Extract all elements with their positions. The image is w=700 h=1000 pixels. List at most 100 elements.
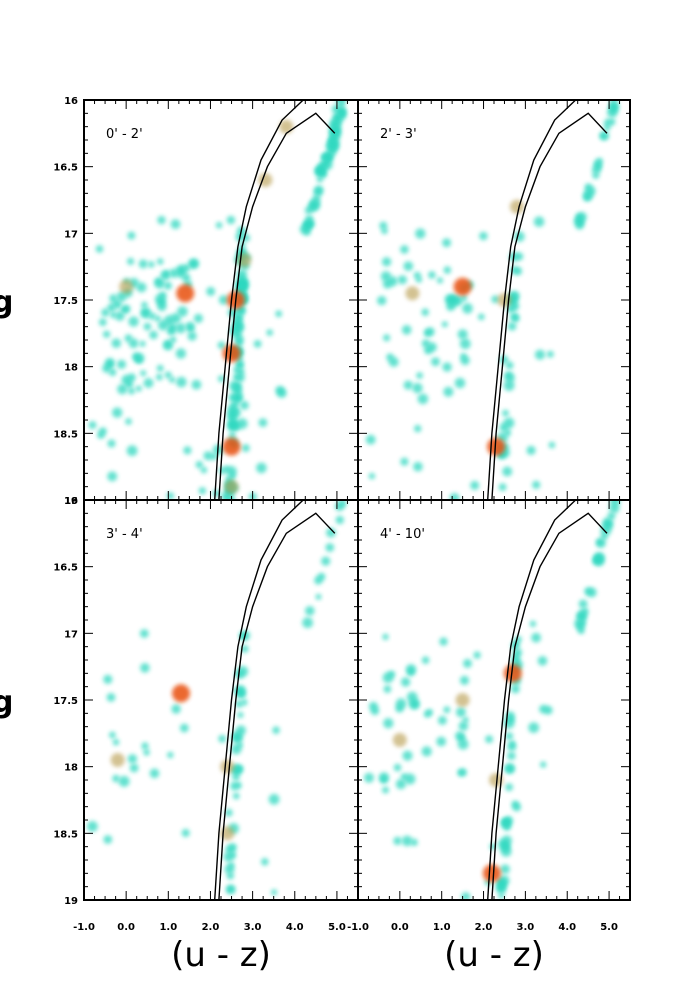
star-point	[415, 228, 426, 239]
star-point	[109, 731, 116, 739]
star-point	[127, 754, 138, 764]
star-point	[154, 278, 165, 289]
star-point	[233, 330, 242, 339]
star-point	[510, 312, 519, 321]
star-point	[378, 772, 390, 783]
star-point	[117, 384, 128, 395]
star-point	[149, 768, 160, 779]
star-point	[498, 892, 505, 899]
star-point	[509, 740, 516, 747]
x-tick-label: 3.0	[517, 922, 535, 933]
star-point	[136, 282, 147, 293]
star-point	[125, 380, 134, 389]
isochrone-line	[491, 112, 608, 500]
star-point	[112, 774, 120, 783]
star-point	[232, 773, 240, 781]
star-point	[176, 376, 187, 388]
star-point	[400, 457, 409, 466]
star-point	[400, 773, 408, 781]
star-point	[215, 221, 223, 229]
star-point	[169, 268, 179, 278]
star-point	[233, 373, 240, 381]
cmd-panel: 3' - 4' 16 16.5 17 17.5 18 18.5 19 -1.0 0.0 1.0 2.0…	[53, 496, 359, 933]
x-tick-label: 5.0	[600, 922, 618, 933]
star-point	[236, 360, 245, 369]
star-point	[505, 361, 514, 370]
star-point	[412, 382, 423, 394]
star-point	[515, 252, 524, 261]
star-point	[203, 451, 213, 461]
star-point	[582, 190, 594, 201]
star-point	[428, 271, 436, 279]
x-tick-label: 3.0	[244, 922, 262, 933]
star-point	[107, 303, 116, 312]
star-point	[507, 751, 516, 761]
x-axis-title-right: (u - z)	[444, 935, 544, 975]
x-tick-label: 4.0	[286, 922, 304, 933]
star-point	[177, 306, 188, 317]
star-point	[143, 749, 150, 756]
star-point	[128, 316, 139, 327]
x-tick-label: 0.0	[117, 922, 135, 933]
star-point	[159, 291, 167, 299]
star-point	[234, 312, 243, 321]
star-point	[179, 723, 189, 733]
density-peak	[172, 684, 190, 703]
star-point	[108, 368, 117, 377]
cmd-panel: 4' - 10' -1.0 0.0 1.0 2.0 3.0 4.0 5.0	[347, 499, 631, 933]
star-point	[415, 276, 423, 283]
star-point	[470, 480, 480, 490]
star-point	[175, 267, 187, 278]
star-point	[103, 674, 113, 685]
star-point	[226, 872, 234, 880]
density-peak	[119, 279, 134, 294]
star-point	[318, 165, 327, 174]
star-point	[477, 313, 485, 321]
star-point	[442, 238, 452, 248]
star-point	[162, 340, 174, 351]
star-point	[431, 357, 440, 367]
star-point	[241, 444, 250, 453]
star-point	[320, 153, 328, 161]
star-point	[383, 685, 392, 693]
star-point	[187, 331, 197, 341]
star-point	[128, 387, 135, 395]
star-point	[442, 362, 452, 372]
star-point	[460, 294, 468, 302]
star-point	[393, 836, 402, 846]
star-point	[457, 738, 469, 750]
star-point	[368, 472, 376, 480]
x-tick-label: 1.0	[159, 922, 177, 933]
star-point	[122, 304, 131, 314]
star-point	[602, 517, 613, 528]
star-point	[379, 221, 388, 230]
star-point	[156, 258, 164, 265]
star-point	[443, 386, 454, 397]
density-peak	[455, 693, 470, 707]
star-point	[233, 386, 243, 396]
star-point	[99, 427, 107, 436]
star-point	[529, 620, 537, 627]
star-point	[388, 357, 399, 367]
star-point	[226, 215, 236, 225]
star-point	[383, 718, 394, 729]
star-point	[107, 439, 116, 448]
star-point	[400, 245, 409, 254]
y-tick-label: 18	[64, 763, 78, 774]
star-point	[304, 219, 314, 228]
star-point	[421, 308, 430, 317]
star-point	[591, 165, 601, 175]
isochrone-line	[487, 500, 601, 900]
star-point	[441, 321, 448, 328]
y-tick-label: 16.5	[53, 163, 78, 174]
star-point	[185, 321, 195, 331]
star-point	[501, 819, 509, 826]
star-point	[304, 206, 313, 215]
star-point	[225, 884, 236, 895]
star-point	[498, 483, 507, 491]
star-point	[167, 751, 174, 759]
star-point	[504, 371, 512, 379]
star-point	[271, 889, 278, 896]
star-point	[513, 648, 523, 658]
